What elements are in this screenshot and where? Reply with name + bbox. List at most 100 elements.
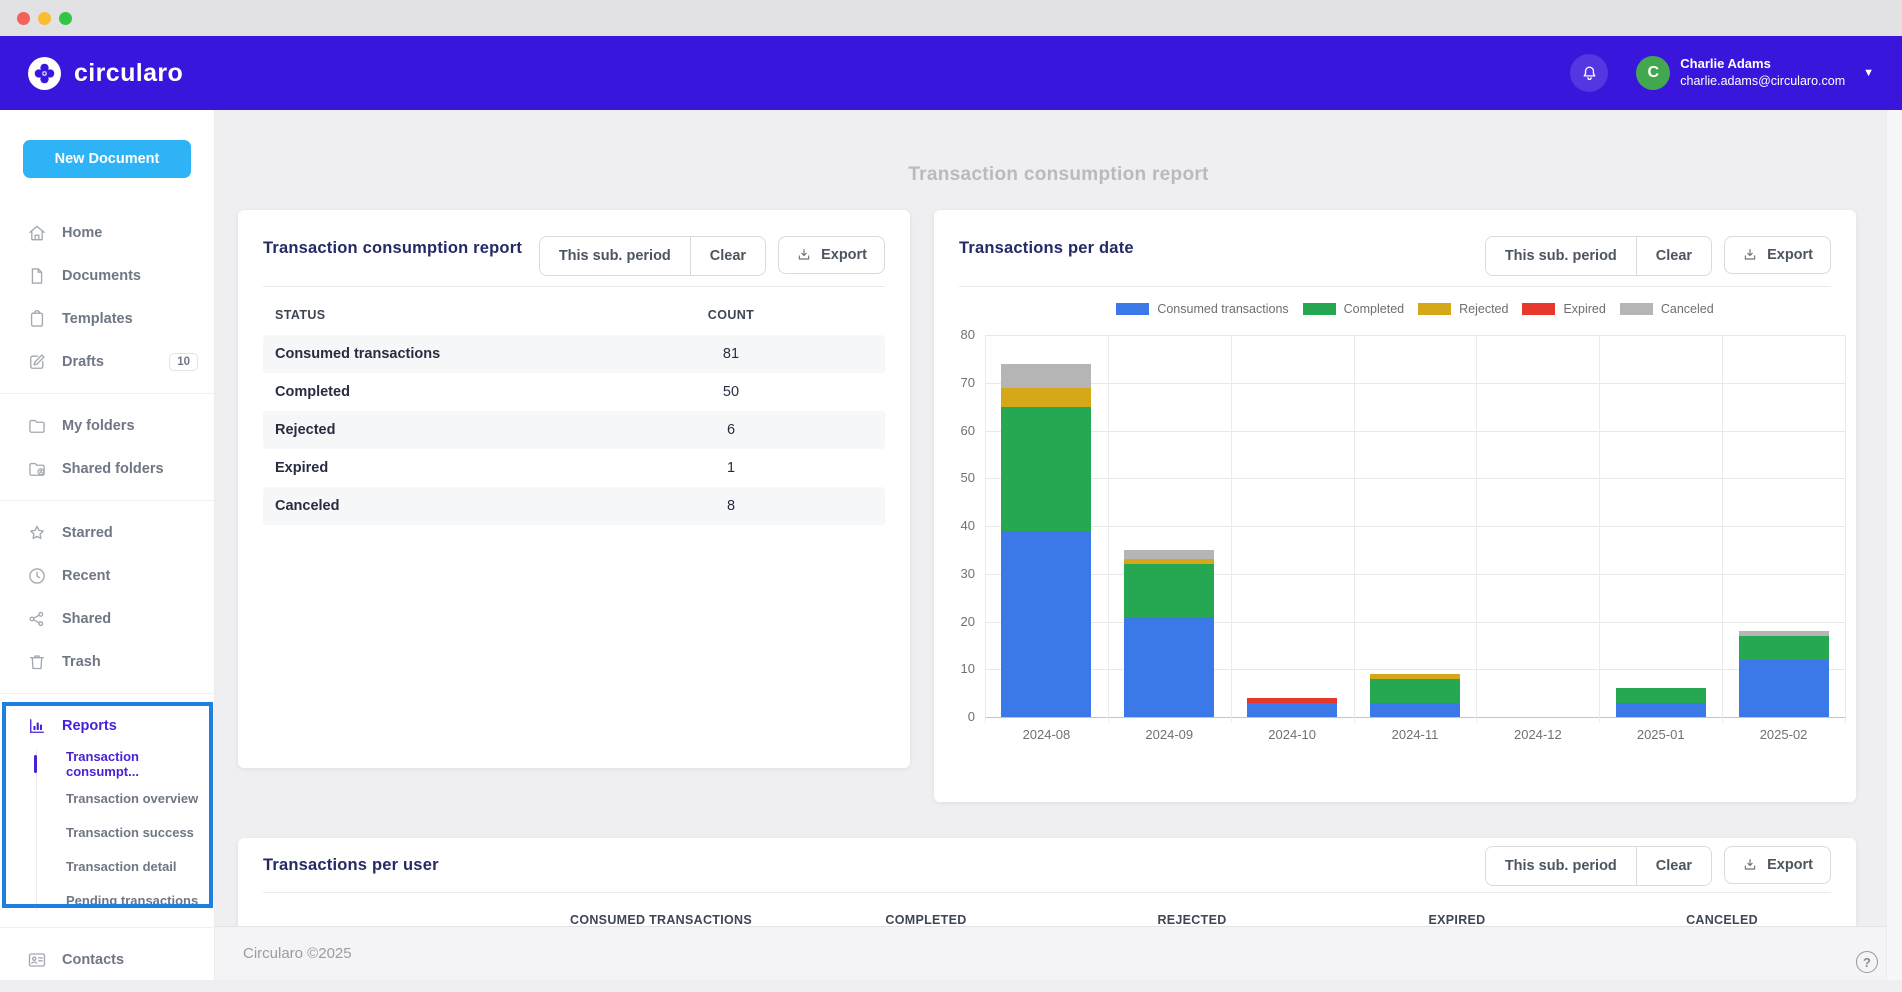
trash-icon bbox=[30, 654, 44, 669]
share-icon bbox=[29, 611, 44, 626]
notifications-button[interactable] bbox=[1570, 54, 1609, 92]
status-cell: Canceled bbox=[275, 498, 340, 514]
sidebar-item-home[interactable]: Home bbox=[0, 211, 214, 254]
count-cell: 1 bbox=[726, 460, 736, 476]
new-document-button[interactable]: New Document bbox=[23, 140, 191, 178]
brand-logo[interactable]: circularo bbox=[28, 56, 184, 90]
sidebar-subitem-transaction-overview[interactable]: Transaction overview bbox=[66, 790, 199, 806]
x-gridline bbox=[1230, 335, 1232, 723]
window-minimize-button[interactable] bbox=[38, 11, 51, 25]
bar-segment-expired-2024-10 bbox=[1247, 697, 1338, 703]
sidebar-item-label: Starred bbox=[62, 524, 113, 541]
brand-name: circularo bbox=[74, 58, 184, 87]
drafts-count-badge: 10 bbox=[169, 352, 198, 371]
bar-segment-rejected-2024-09 bbox=[1124, 559, 1215, 565]
window-close-button[interactable] bbox=[17, 11, 30, 25]
footer: Circularo ©2025 ? bbox=[215, 926, 1902, 980]
y-gridline bbox=[985, 621, 1845, 623]
sidebar-item-reports[interactable]: Reports bbox=[0, 704, 214, 747]
sidebar-item-shared[interactable]: Shared bbox=[0, 597, 214, 640]
sidebar-item-recent[interactable]: Recent bbox=[0, 554, 214, 597]
clear-button[interactable]: Clear bbox=[1636, 237, 1712, 275]
legend-swatch bbox=[1302, 303, 1336, 315]
table-row: Completed 50 bbox=[263, 373, 885, 411]
sidebar-subitem-transaction-detail[interactable]: Transaction detail bbox=[66, 858, 177, 874]
sidebar-item-documents[interactable]: Documents bbox=[0, 254, 214, 297]
help-button[interactable]: ? bbox=[1856, 951, 1878, 973]
user-menu[interactable]: C Charlie Adams charlie.adams@circularo.… bbox=[1636, 56, 1874, 90]
users-column-header-expired: EXPIRED bbox=[1428, 913, 1486, 927]
bar-segment-completed-2025-02 bbox=[1738, 635, 1829, 660]
circularo-logo-icon bbox=[28, 56, 61, 90]
copyright-text: Circularo ©2025 bbox=[243, 945, 352, 962]
x-axis-tick-label: 2024-10 bbox=[1268, 727, 1316, 742]
sidebar-item-my-folders[interactable]: My folders bbox=[0, 404, 214, 447]
export-button[interactable]: Export bbox=[778, 236, 885, 274]
legend-item-consumed-transactions: Consumed transactions bbox=[1116, 302, 1289, 316]
sidebar-item-templates[interactable]: Templates bbox=[0, 297, 214, 340]
bar-segment-completed-2024-11 bbox=[1370, 678, 1460, 703]
table-row: Canceled 8 bbox=[263, 487, 885, 525]
sidebar-item-label: Drafts bbox=[62, 353, 104, 370]
scrollbar-track[interactable] bbox=[1886, 110, 1902, 980]
this-sub-period-button[interactable]: This sub. period bbox=[539, 237, 691, 275]
bar-segment-completed-2024-09 bbox=[1124, 564, 1215, 617]
bar-segment-canceled-2024-09 bbox=[1124, 549, 1215, 560]
download-icon bbox=[798, 249, 810, 260]
y-gridline bbox=[985, 669, 1845, 671]
bar-segment-canceled-2025-02 bbox=[1738, 631, 1829, 636]
bar-segment-completed-2024-08 bbox=[1001, 406, 1092, 531]
sidebar-subitem-transaction-success[interactable]: Transaction success bbox=[66, 824, 194, 840]
clear-button[interactable]: Clear bbox=[690, 237, 766, 275]
sidebar-item-contacts[interactable]: Contacts bbox=[0, 938, 214, 981]
sidebar-item-label: Contacts bbox=[62, 951, 125, 968]
clear-button[interactable]: Clear bbox=[1636, 847, 1712, 885]
sidebar-item-label: Templates bbox=[62, 310, 133, 327]
bell-icon bbox=[1583, 65, 1596, 80]
legend-label: Canceled bbox=[1660, 302, 1714, 316]
x-gridline bbox=[1722, 335, 1724, 723]
bar-segment-rejected-2024-08 bbox=[1001, 387, 1092, 407]
sidebar-item-label: Shared bbox=[62, 610, 112, 627]
sidebar-item-starred[interactable]: Starred bbox=[0, 511, 214, 554]
transactions-per-date-chart: Consumed transactions Completed Rejected Ex… bbox=[934, 210, 1856, 802]
sidebar-item-label: Recent bbox=[62, 567, 111, 584]
legend-swatch bbox=[1522, 303, 1556, 315]
x-axis-tick-label: 2024-09 bbox=[1145, 727, 1194, 742]
summary-card: Transaction consumption report This sub.… bbox=[238, 210, 910, 768]
users-card-title: Transactions per user bbox=[263, 856, 439, 874]
bar-segment-canceled-2024-08 bbox=[1001, 363, 1092, 388]
users-column-header-rejected: REJECTED bbox=[1157, 913, 1227, 927]
y-axis-tick-label: 10 bbox=[960, 661, 975, 677]
x-gridline bbox=[985, 335, 986, 723]
download-icon bbox=[1744, 859, 1756, 870]
sidebar-item-label: Trash bbox=[62, 653, 101, 670]
status-cell: Expired bbox=[275, 460, 329, 476]
clock-icon bbox=[29, 567, 45, 584]
this-sub-period-button[interactable]: This sub. period bbox=[1485, 847, 1637, 885]
users-column-header-consumed-transactions: CONSUMED TRANSACTIONS bbox=[570, 913, 752, 927]
sidebar-item-shared-folders[interactable]: Shared folders bbox=[0, 447, 214, 490]
x-axis-tick-label: 2025-01 bbox=[1636, 727, 1685, 742]
this-sub-period-button[interactable]: This sub. period bbox=[1485, 237, 1637, 275]
bar-segment-consumed-transactions-2024-10 bbox=[1247, 702, 1338, 717]
export-button[interactable]: Export bbox=[1724, 236, 1831, 274]
sidebar-item-label: Documents bbox=[62, 267, 141, 284]
status-cell: Consumed transactions bbox=[275, 346, 441, 362]
x-axis-tick-label: 2024-11 bbox=[1391, 727, 1439, 742]
x-gridline bbox=[1353, 335, 1355, 723]
y-axis-tick-label: 20 bbox=[960, 613, 975, 629]
window-zoom-button[interactable] bbox=[59, 11, 72, 25]
sidebar-item-drafts[interactable]: Drafts 10 bbox=[0, 340, 214, 383]
table-header-row: STATUS COUNT bbox=[263, 295, 885, 335]
user-email: charlie.adams@circularo.com bbox=[1680, 74, 1846, 89]
sidebar-subitem-transaction-consumpt[interactable]: Transaction consumpt... bbox=[0, 747, 214, 781]
sidebar-subitem-pending-transactions[interactable]: Pending transactions bbox=[66, 892, 199, 908]
y-gridline bbox=[985, 382, 1845, 384]
x-gridline bbox=[1107, 335, 1109, 723]
count-cell: 81 bbox=[722, 346, 740, 362]
export-button[interactable]: Export bbox=[1724, 846, 1831, 884]
sidebar-divider bbox=[0, 693, 214, 694]
chart-card-title: Transactions per date bbox=[959, 239, 1134, 257]
sidebar-item-trash[interactable]: Trash bbox=[0, 640, 214, 683]
